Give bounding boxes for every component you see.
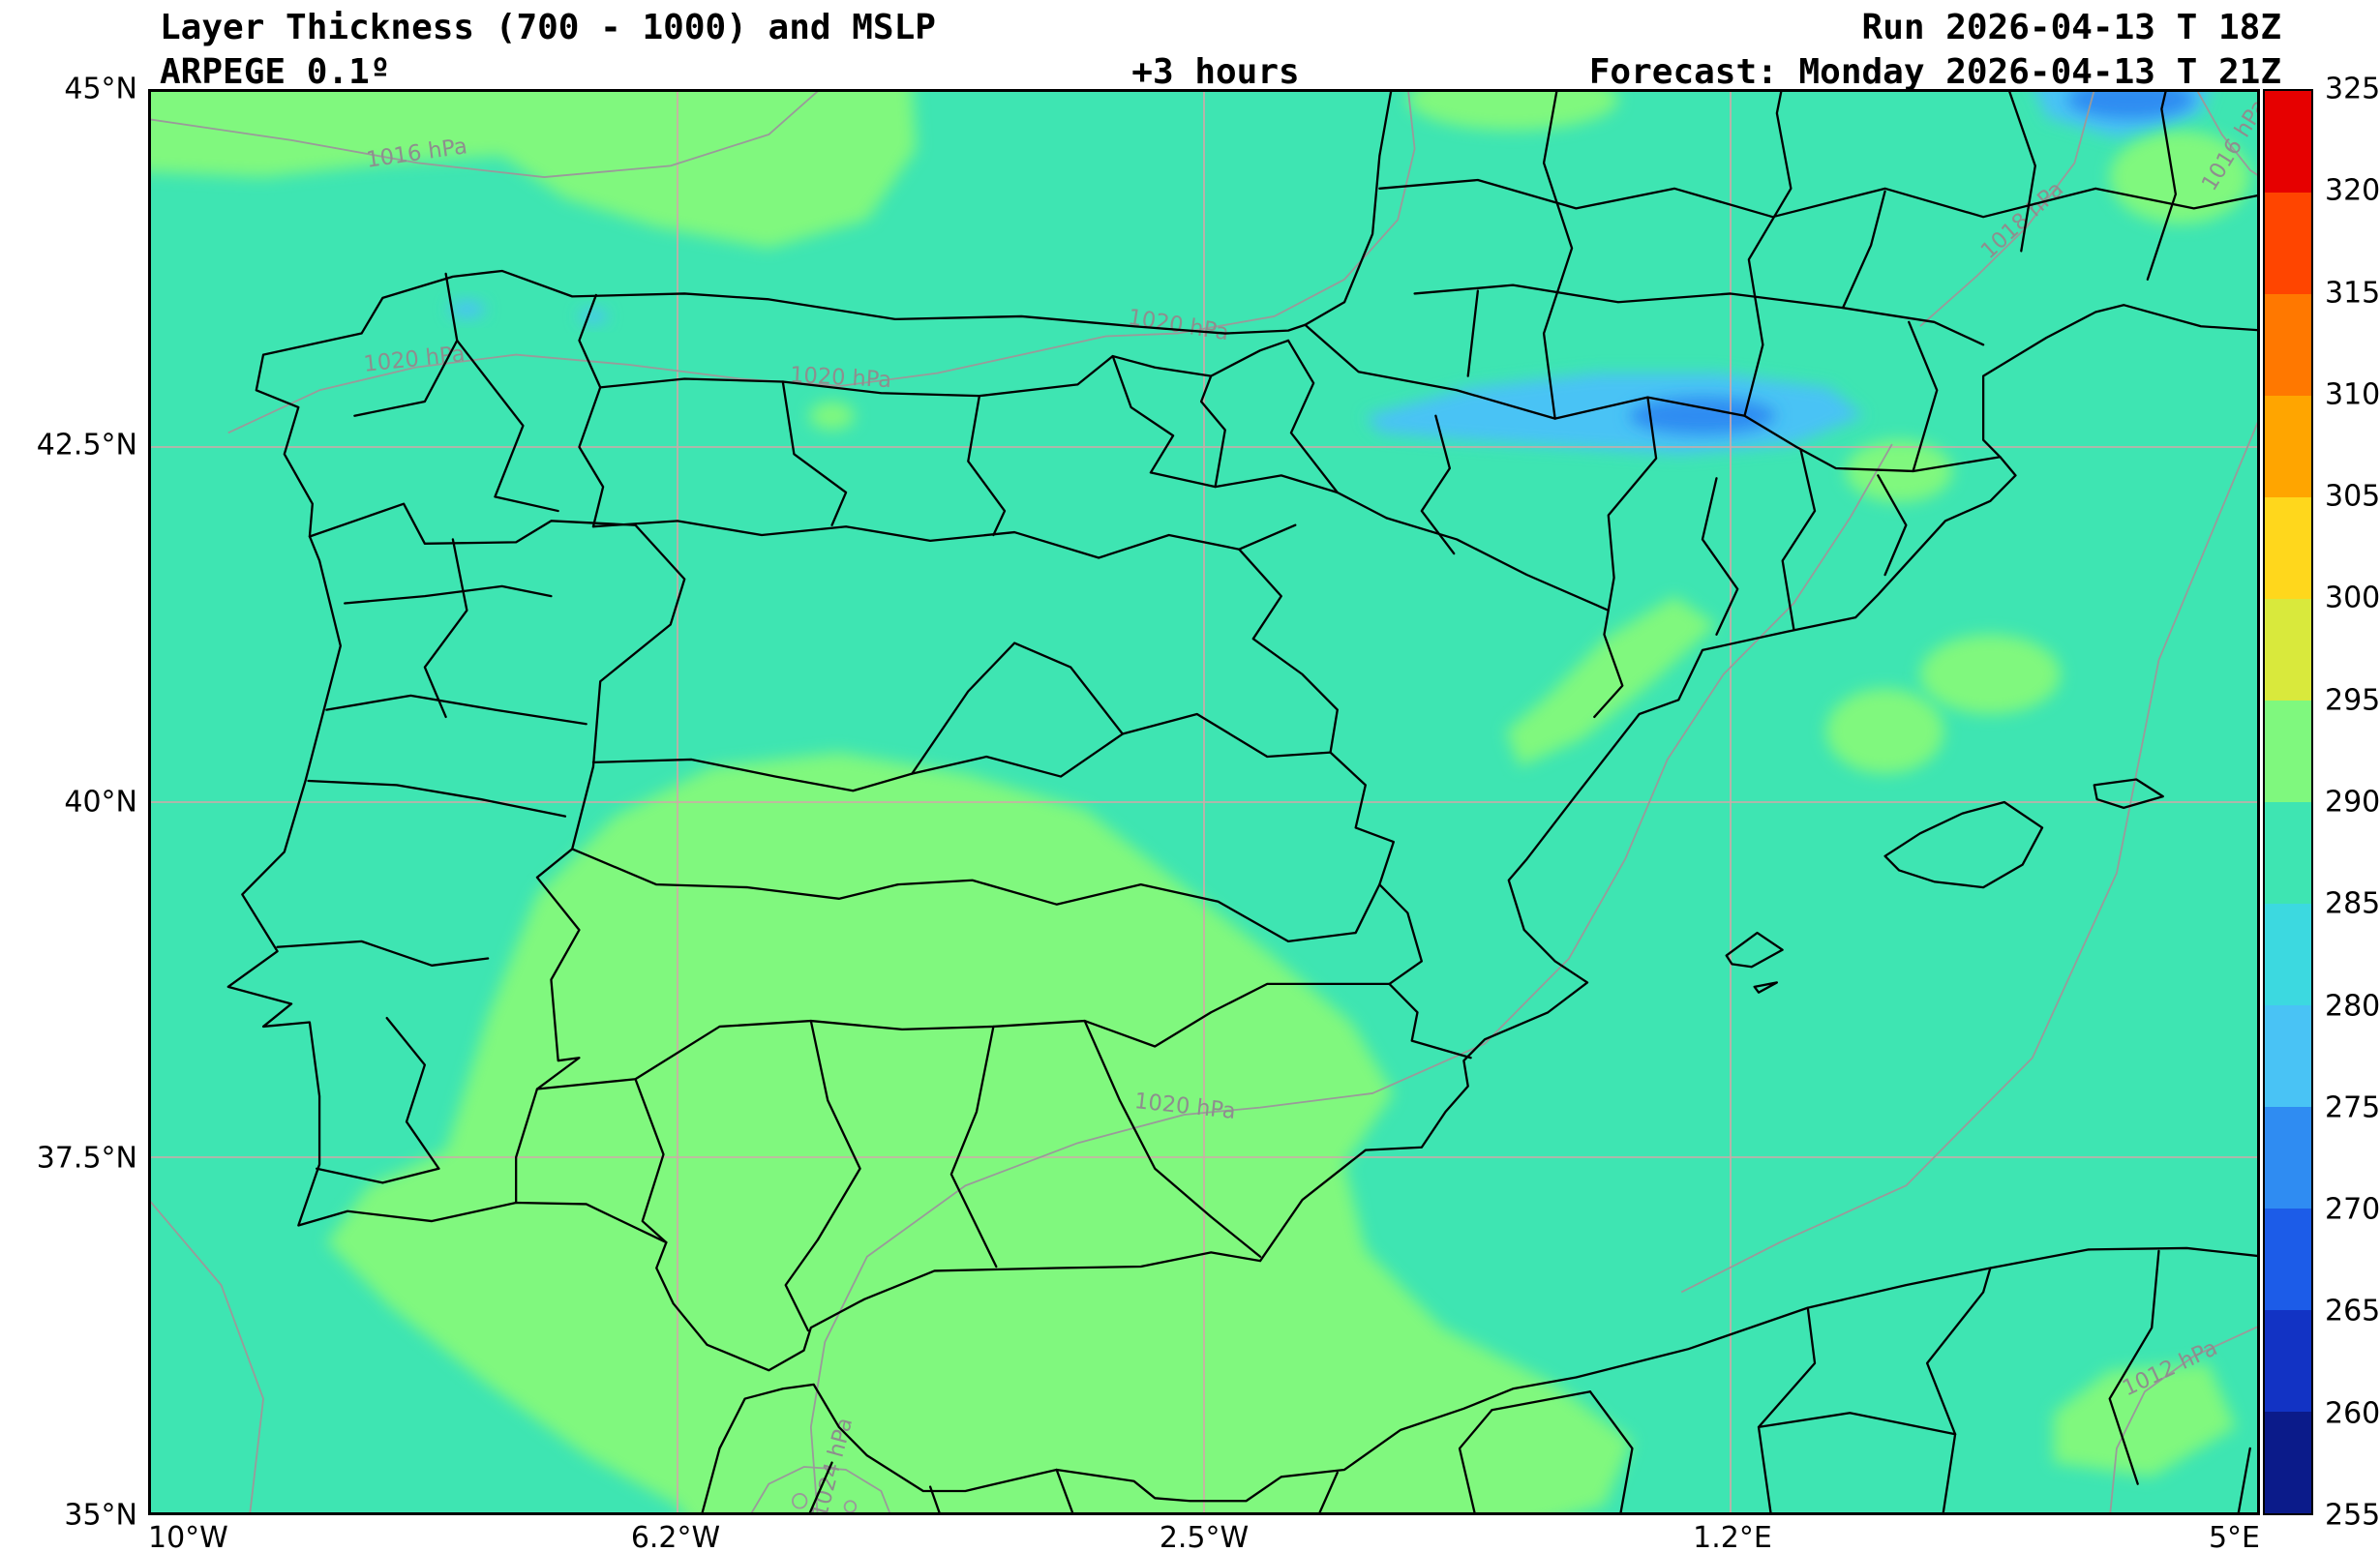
colorbar-segment	[2265, 1107, 2311, 1209]
colorbar-segment	[2265, 1310, 2311, 1412]
colorbar-segment	[2265, 904, 2311, 1005]
colorbar-tick-label: 305	[2325, 479, 2380, 514]
x-axis-tick-label: 1.2°E	[1693, 1521, 1772, 1552]
y-axis-tick-label: 42.5°N	[36, 428, 137, 463]
colorbar-tick-label: 320	[2325, 173, 2380, 208]
colorbar-tick-label: 275	[2325, 1090, 2380, 1125]
run-label: Run 2026-04-13 T 18Z	[1861, 8, 2281, 47]
x-axis-tick-label: 10°W	[148, 1521, 228, 1552]
graticule	[151, 92, 2257, 1512]
y-axis-tick-label: 40°N	[64, 785, 137, 820]
colorbar-segment	[2265, 396, 2311, 497]
colorbar	[2263, 89, 2313, 1515]
y-axis-tick-label: 37.5°N	[36, 1141, 137, 1176]
colorbar-tick-label: 285	[2325, 886, 2380, 921]
colorbar-tick-label: 255	[2325, 1498, 2380, 1533]
colorbar-segment	[2265, 802, 2311, 904]
map-area: 1016 hPa1020 hPa1020 hPa1020 hPa1018 hPa…	[148, 89, 2260, 1515]
forecast-label: Forecast: Monday 2026-04-13 T 21Z	[1588, 52, 2281, 92]
y-axis-tick-label: 45°N	[64, 72, 137, 106]
coastlines-and-borders	[228, 92, 2257, 1512]
colorbar-segment	[2265, 1005, 2311, 1107]
colorbar-tick-label: 270	[2325, 1192, 2380, 1227]
colorbar-tick-label: 290	[2325, 785, 2380, 820]
colorbar-segment	[2265, 1209, 2311, 1310]
y-axis-tick-label: 35°N	[64, 1498, 137, 1533]
colorbar-tick-label: 300	[2325, 581, 2380, 615]
page-title: Layer Thickness (700 - 1000) and MSLP	[160, 8, 936, 47]
colorbar-tick-label: 265	[2325, 1294, 2380, 1328]
colorbar-tick-label: 295	[2325, 683, 2380, 718]
colorbar-segment	[2265, 294, 2311, 396]
x-axis-tick-label: 6.2°W	[630, 1521, 721, 1552]
model-label: ARPEGE 0.1º	[160, 52, 391, 92]
colorbar-segment	[2265, 193, 2311, 294]
thickness-patches	[151, 92, 2250, 1512]
isobars	[151, 92, 2257, 1512]
colorbar-tick-label: 325	[2325, 72, 2380, 106]
colorbar-segment	[2265, 497, 2311, 599]
colorbar-tick-label: 310	[2325, 377, 2380, 412]
x-axis-tick-label: 5°E	[2208, 1521, 2260, 1552]
map-canvas: 1016 hPa1020 hPa1020 hPa1020 hPa1018 hPa…	[151, 92, 2257, 1512]
colorbar-segment	[2265, 91, 2311, 193]
colorbar-segment	[2265, 1412, 2311, 1513]
x-axis-tick-label: 2.5°W	[1159, 1521, 1250, 1552]
colorbar-segment	[2265, 701, 2311, 802]
colorbar-labels: 325 320 315 310 305 300 295 290 285 280 275 270 265 2…	[2325, 73, 2380, 1533]
colorbar-tick-label: 260	[2325, 1396, 2380, 1431]
colorbar-tick-label: 315	[2325, 276, 2380, 311]
colorbar-segment	[2265, 599, 2311, 701]
colorbar-tick-label: 280	[2325, 989, 2380, 1024]
lead-time-label: +3 hours	[1131, 52, 1300, 92]
